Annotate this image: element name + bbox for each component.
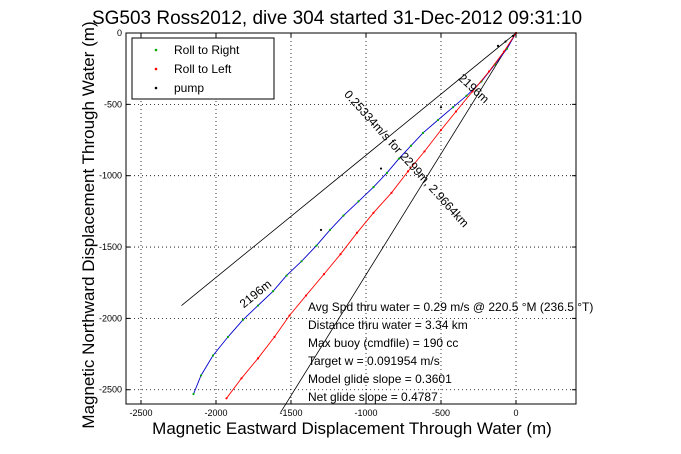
legend: Roll to Right Roll to Left pump [131,37,275,100]
reference-lines [181,32,517,413]
series-2-point-0 [511,34,515,37]
series-0-point-11 [372,186,375,189]
stat-line-1: Distance thru water = 3.34 km [308,318,468,332]
legend-marker-0 [154,48,158,52]
series-0-point-13 [342,214,345,217]
series-0-point-8 [409,144,413,147]
series-1-point-10 [355,231,359,234]
series-2-point-2 [496,44,500,47]
series-1-point-15 [273,335,276,339]
series-1-point-17 [240,377,243,380]
series-1-point-5 [439,128,443,132]
series-0-point-10 [385,171,389,174]
legend-marker-1 [154,67,158,71]
series-0-point-19 [256,304,260,307]
series-0-point-24 [192,392,195,396]
series-0-point-5 [451,106,455,109]
series-1-point-7 [406,170,410,173]
x-tick-label-4: -500 [432,408,450,418]
series-0-point-12 [357,200,360,203]
series-1-point-18 [225,397,228,400]
stats-block: Avg Spd thru water = 0.29 m/s @ 220.5 °M… [308,300,593,404]
series-1-point-4 [454,110,458,113]
series-2 [319,34,515,232]
plot-border [125,32,577,405]
reference-line-1 [280,32,517,413]
series-0-point-6 [436,118,440,122]
y-tick-label-1: -2000 [99,313,122,323]
series-0-point-18 [271,290,275,293]
stat-line-5: Net glide slope = 0.4787 [308,390,438,404]
y-tick-label-5: 0 [117,28,122,38]
legend-label-2: pump [174,81,204,95]
y-tick-label-4: -500 [104,99,122,109]
series-1-point-1 [502,50,506,53]
series-1-point-13 [304,294,308,297]
series-0-point-9 [397,157,401,160]
y-tick-label-3: -1000 [99,171,122,181]
y-tick-label-0: -2500 [99,385,122,395]
series-0-point-22 [211,354,215,357]
series-1-point-14 [288,314,291,317]
stat-line-2: Max buoy (cmdfile) = 190 cc [308,336,458,350]
chart-title: SG503 Ross2012, dive 304 started 31-Dec-… [92,8,582,29]
legend-label-0: Roll to Right [174,43,240,57]
series-1-point-6 [423,150,426,153]
series-1-point-3 [471,90,474,93]
x-tick-label-2: -1500 [279,408,302,418]
series-1-point-8 [390,191,393,194]
series-1 [225,31,518,400]
series-1-point-11 [339,253,342,256]
series-2-point-1 [504,40,507,43]
legend-marker-2 [154,86,158,90]
x-tick-label-0: -2500 [129,408,152,418]
x-tick-label-3: -1000 [354,408,377,418]
series-0-point-23 [199,374,203,377]
series-2-point-4 [379,167,383,170]
x-axis-label: Magnetic Eastward Displacement Through W… [152,419,552,438]
series-2-point-5 [319,228,323,232]
x-tick-label-5: 0 [513,408,518,418]
series-2-point-3 [439,106,443,109]
series-0-point-16 [300,260,303,263]
ticks: -2500 -2000 -1500 -1000 -500 0 -2500 -2000 -1500… [99,28,576,418]
stat-line-4: Model glide slope = 0.3601 [308,372,452,386]
series-group [192,31,518,400]
series-0-point-17 [285,274,288,277]
series-1-point-16 [256,357,260,360]
series-0-point-21 [226,335,230,339]
series-1-point-12 [322,273,326,276]
y-axis-label: Magnetic Northward Displacement Through … [79,21,98,428]
y-tick-label-2: -1500 [99,242,122,252]
series-1-point-2 [487,70,491,73]
series-1-point-9 [372,211,375,214]
series-0-point-7 [421,131,425,134]
legend-label-1: Roll to Left [174,62,232,76]
series-0-point-15 [315,244,318,247]
reference-line-0 [181,32,517,306]
x-tick-label-1: -2000 [204,408,227,418]
series-0-point-14 [328,228,332,232]
series-0-point-4 [465,94,468,97]
stat-line-3: Target w = 0.091954 m/s [308,354,440,368]
series-0-point-20 [241,318,245,321]
stat-line-0: Avg Spd thru water = 0.29 m/s @ 220.5 °M… [308,300,593,314]
